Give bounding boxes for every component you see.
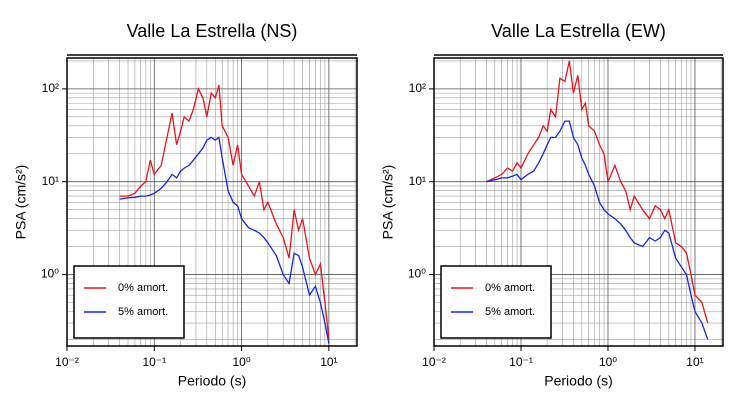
y-tick-label: 10¹ <box>409 174 426 188</box>
y-tick-label: 10⁰ <box>408 267 426 281</box>
y-tick-label: 10² <box>409 81 426 95</box>
legend: 0% amort. 5% amort. <box>440 265 552 339</box>
legend-label: 0% amort. <box>485 282 535 294</box>
x-axis-label: Periodo (s) <box>178 373 246 389</box>
x-axis-label: Periodo (s) <box>544 373 612 389</box>
x-tick-label: 10⁻² <box>55 355 79 369</box>
legend-box <box>73 265 185 339</box>
legend-label: 5% amort. <box>118 306 168 318</box>
series-line <box>486 60 709 324</box>
x-tick-label: 10⁰ <box>599 355 617 369</box>
legend-label: 0% amort. <box>118 282 168 294</box>
x-tick-label: 10⁰ <box>232 355 250 369</box>
legend: 0% amort. 5% amort. <box>73 265 185 339</box>
series-line <box>119 84 330 340</box>
x-tick-label: 10⁻¹ <box>142 355 166 369</box>
subplot: Valle La Estrella (EW) Periodo (s) PSA (cm… <box>380 21 724 389</box>
x-tick-label: 10⁻² <box>422 355 446 369</box>
x-tick-label: 10⁻¹ <box>509 355 533 369</box>
legend-label: 5% amort. <box>485 306 535 318</box>
x-tick-label: 10¹ <box>686 355 703 369</box>
plot-frame <box>66 57 358 347</box>
chart-title: Valle La Estrella (EW) <box>491 21 666 41</box>
subplot: Valle La Estrella (NS) Periodo (s) PSA (cm… <box>13 21 358 389</box>
y-tick-label: 10² <box>42 81 59 95</box>
y-tick-label: 10⁰ <box>41 267 59 281</box>
chart-title: Valle La Estrella (NS) <box>127 21 298 41</box>
series-line <box>119 136 330 344</box>
y-axis-label: PSA (cm/s²) <box>13 165 29 240</box>
x-tick-label: 10¹ <box>320 355 337 369</box>
legend-box <box>440 265 552 339</box>
series-line <box>486 120 709 340</box>
y-axis-label: PSA (cm/s²) <box>380 165 396 240</box>
plot-frame <box>433 57 724 347</box>
y-tick-label: 10¹ <box>42 174 59 188</box>
